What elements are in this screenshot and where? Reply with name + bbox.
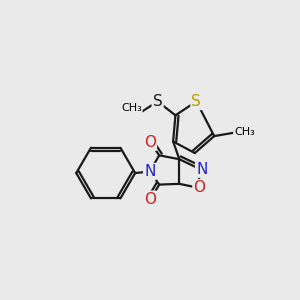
Text: O: O [144,135,156,150]
Text: N: N [196,162,208,177]
Text: CH₃: CH₃ [121,103,142,112]
Text: O: O [144,192,156,207]
Text: N: N [144,164,156,179]
Text: O: O [194,180,206,195]
Text: S: S [153,94,163,109]
Text: S: S [191,94,201,109]
Text: CH₃: CH₃ [234,127,255,137]
